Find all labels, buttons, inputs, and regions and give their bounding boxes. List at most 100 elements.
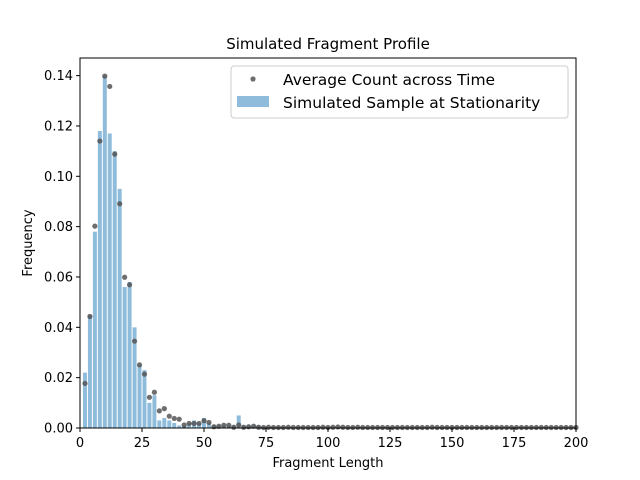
scatter-point xyxy=(141,371,148,377)
scatter-point xyxy=(191,420,197,427)
scatter-point xyxy=(394,424,401,431)
scatter-point xyxy=(414,424,420,431)
scatter-point xyxy=(295,424,301,431)
scatter-point xyxy=(494,424,500,431)
scatter-point xyxy=(171,415,177,422)
scatter-point xyxy=(112,151,118,157)
bar xyxy=(147,402,152,428)
scatter-point xyxy=(335,424,341,430)
scatter-point xyxy=(350,424,356,431)
scatter-point xyxy=(538,424,544,431)
x-tick-label: 25 xyxy=(134,436,151,451)
scatter-point xyxy=(449,424,455,431)
scatter-point xyxy=(186,420,192,427)
scatter-point xyxy=(310,424,316,431)
scatter-point xyxy=(365,424,371,431)
scatter-point xyxy=(102,73,108,79)
scatter-point xyxy=(459,424,465,431)
scatter-point xyxy=(166,413,172,419)
scatter-point xyxy=(87,313,93,320)
scatter-point xyxy=(236,422,242,428)
x-tick-label: 50 xyxy=(196,436,213,451)
scatter-point xyxy=(305,424,311,431)
scatter-point xyxy=(131,338,138,344)
scatter-point xyxy=(300,424,306,431)
scatter-point xyxy=(464,424,470,431)
scatter-point xyxy=(523,424,530,431)
scatter-point xyxy=(508,424,515,431)
scatter-point xyxy=(375,424,381,431)
scatter-point xyxy=(330,424,336,430)
scatter-point xyxy=(290,424,296,431)
scatter-point xyxy=(444,424,450,431)
scatter-point xyxy=(265,424,272,430)
scatter-point xyxy=(389,424,396,431)
scatter-point xyxy=(360,424,366,431)
scatter-point xyxy=(107,83,113,90)
scatter-point xyxy=(513,424,520,431)
scatter-point xyxy=(399,424,405,431)
scatter-point xyxy=(404,424,410,431)
scatter-point xyxy=(136,362,143,368)
scatter-point xyxy=(156,408,162,414)
scatter-point xyxy=(226,422,232,428)
bar xyxy=(142,370,147,428)
bar xyxy=(172,422,177,428)
y-tick-label: 0.00 xyxy=(44,422,73,437)
scatter-point xyxy=(503,424,510,431)
scatter-point xyxy=(409,424,415,431)
scatter-point xyxy=(474,424,480,431)
scatter-point xyxy=(201,418,207,424)
x-tick-label: 100 xyxy=(316,436,341,451)
scatter-point xyxy=(260,424,267,431)
bar xyxy=(92,231,97,428)
y-axis-ticks: 0.00 0.02 0.04 0.06 0.08 0.10 0.12 0.14 xyxy=(44,69,80,437)
scatter-point xyxy=(384,424,391,431)
bar xyxy=(82,372,87,428)
bar xyxy=(167,420,172,428)
scatter-point xyxy=(285,424,291,430)
x-tick-label: 125 xyxy=(378,436,403,451)
scatter-point xyxy=(221,422,227,428)
scatter-point xyxy=(434,424,440,431)
x-tick-label: 0 xyxy=(76,436,84,451)
scatter-point xyxy=(563,424,569,431)
scatter-point xyxy=(196,420,202,427)
legend-label-simulated: Simulated Sample at Stationarity xyxy=(283,94,540,112)
legend: Average Count across Time Simulated Samp… xyxy=(230,65,569,119)
scatter-point xyxy=(370,424,376,431)
scatter-point xyxy=(379,424,386,431)
scatter-point xyxy=(161,406,167,412)
scatter-point xyxy=(345,424,351,431)
scatter-point xyxy=(479,424,485,431)
legend-bar-swatch xyxy=(237,96,269,107)
scatter-point xyxy=(518,424,525,431)
scatter-point xyxy=(543,424,549,431)
bar xyxy=(102,75,107,428)
bar xyxy=(117,188,122,428)
bar xyxy=(206,422,211,428)
bar xyxy=(162,417,167,428)
bar xyxy=(177,425,182,428)
scatter-point xyxy=(92,223,98,229)
scatter-point xyxy=(429,424,435,430)
y-tick-label: 0.08 xyxy=(44,220,73,235)
legend-label-average: Average Count across Time xyxy=(283,71,495,89)
scatter-point xyxy=(558,424,564,431)
scatter-point xyxy=(146,394,153,400)
bar xyxy=(236,415,241,428)
x-tick-label: 175 xyxy=(502,436,527,451)
scatter-point xyxy=(280,424,286,431)
scatter-point xyxy=(122,274,128,280)
scatter-point xyxy=(315,424,321,431)
scatter-point xyxy=(255,424,262,430)
scatter-point xyxy=(320,424,326,430)
y-tick-label: 0.14 xyxy=(44,69,73,84)
x-axis-ticks: 0 25 50 75 100 125 150 175 200 xyxy=(76,428,589,451)
x-tick-label: 200 xyxy=(564,436,589,451)
scatter-point xyxy=(355,424,361,430)
scatter-point xyxy=(246,424,252,430)
bar xyxy=(87,314,92,428)
scatter-point xyxy=(206,419,212,426)
bar xyxy=(132,327,137,428)
